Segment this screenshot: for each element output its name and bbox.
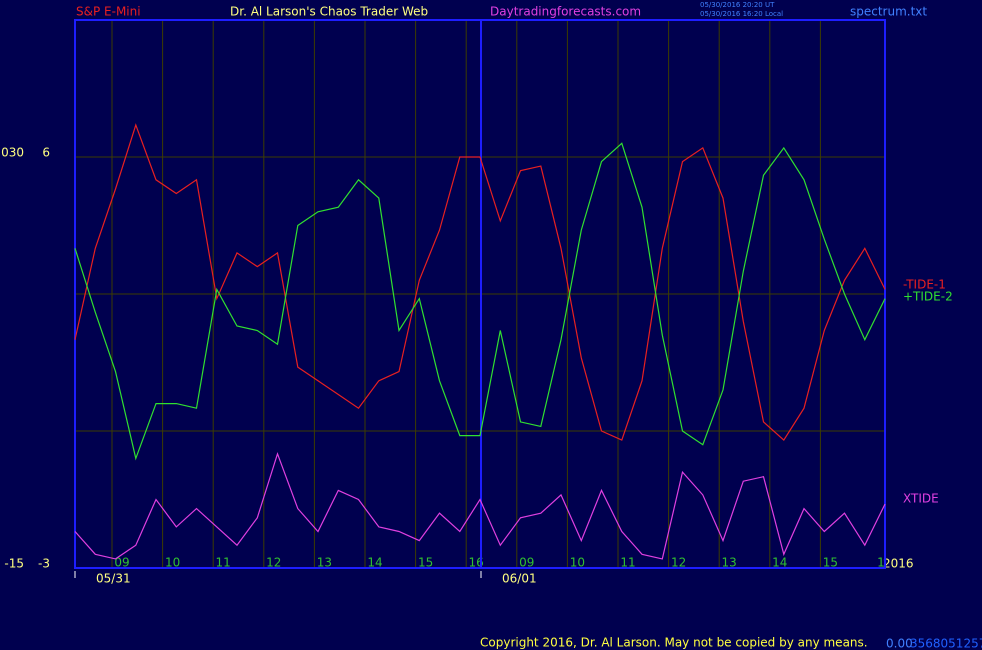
- y2-tick-label: 030: [1, 146, 24, 160]
- timestamp-local: 05/30/2016 16:20 Local: [700, 10, 783, 18]
- x-tick-label: 09: [114, 556, 129, 570]
- x-tick-label: 12: [671, 556, 686, 570]
- series-line: [74, 451, 886, 560]
- year: 2016: [883, 557, 914, 571]
- x-tick-label: 13: [317, 556, 332, 570]
- date-label: 05/31: [96, 572, 131, 586]
- x-tick-label: 15: [418, 556, 433, 570]
- footer-code: 0.00: [886, 637, 913, 650]
- file-name: spectrum.txt: [850, 5, 927, 19]
- x-tick-label: 09: [519, 556, 534, 570]
- x-tick-label: 11: [216, 556, 231, 570]
- chart-title: Dr. Al Larson's Chaos Trader Web: [230, 5, 428, 19]
- x-tick-label: 12: [266, 556, 281, 570]
- website: Daytradingforecasts.com: [490, 5, 641, 19]
- legend-label: -TIDE-1: [903, 278, 946, 292]
- x-tick-label: 10: [165, 556, 180, 570]
- x-tick-label: 1: [877, 556, 885, 570]
- x-tick-label: 11: [620, 556, 635, 570]
- copyright: Copyright 2016, Dr. Al Larson. May not b…: [480, 636, 868, 650]
- series-line: [74, 142, 886, 461]
- timestamp-ut: 05/30/2016 20:20 UT: [700, 1, 775, 9]
- y2-tick-label: -15: [4, 557, 24, 571]
- y-tick-label: 6: [42, 146, 50, 160]
- x-tick-label: 13: [722, 556, 737, 570]
- y-tick-label: -3: [38, 557, 50, 571]
- legend-label: XTIDE: [903, 492, 939, 506]
- x-tick-label: 14: [772, 556, 787, 570]
- x-tick-label: 15: [823, 556, 838, 570]
- x-tick-label: 14: [367, 556, 382, 570]
- legend-label: +TIDE-2: [903, 290, 953, 304]
- date-label: 06/01: [502, 572, 537, 586]
- market-label: S&P E-Mini: [76, 5, 141, 19]
- x-tick-label: 10: [570, 556, 585, 570]
- series-line: [74, 123, 886, 442]
- footer-number: 3568051257: [910, 637, 982, 650]
